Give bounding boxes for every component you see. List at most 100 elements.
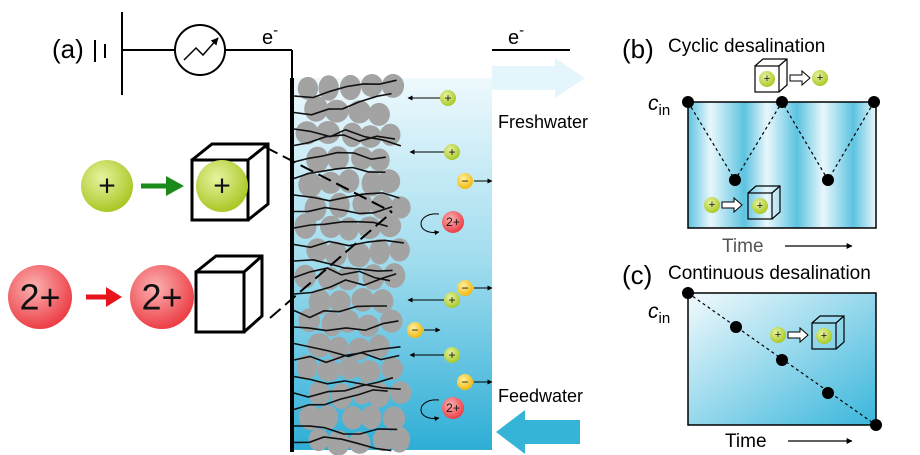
electrode-particle bbox=[308, 428, 329, 452]
electrode-particle bbox=[304, 95, 328, 122]
electrode-particle bbox=[361, 170, 383, 197]
panel-a-label: (a) bbox=[52, 34, 84, 64]
red-arrow-icon bbox=[106, 287, 122, 307]
electrode-particle bbox=[320, 215, 343, 238]
panel-b-label: (b) bbox=[622, 34, 654, 64]
pore-crack bbox=[293, 305, 387, 319]
continuous-uptake-inset: + + bbox=[770, 315, 845, 350]
svg-text:−: − bbox=[461, 281, 468, 295]
zoom-lines bbox=[264, 146, 393, 319]
electrode-particle bbox=[377, 169, 401, 194]
pore-crack bbox=[293, 351, 400, 364]
electrode-particle bbox=[316, 121, 340, 144]
svg-text:2+: 2+ bbox=[446, 401, 460, 415]
svg-text:+: + bbox=[817, 72, 823, 84]
electrode-particle bbox=[298, 405, 323, 431]
electrode-particle bbox=[378, 214, 402, 238]
electrode-particle bbox=[381, 73, 405, 98]
anion-icon bbox=[457, 280, 473, 296]
svg-text:+: + bbox=[764, 73, 770, 85]
cube-icon-filled bbox=[190, 142, 270, 222]
electrode-particle bbox=[372, 428, 394, 452]
svg-text:+: + bbox=[821, 330, 827, 342]
panel-c-cin: cin bbox=[648, 300, 670, 327]
electrode-particle bbox=[326, 430, 350, 455]
svg-text:+: + bbox=[709, 199, 715, 211]
panel-b-cin: cin bbox=[648, 92, 670, 119]
electrode-particle bbox=[338, 217, 359, 241]
electrode-particle bbox=[357, 314, 380, 337]
electrode-particle bbox=[368, 334, 390, 359]
electrode-particle bbox=[357, 216, 381, 240]
pore-crack bbox=[293, 425, 398, 435]
pore-crack bbox=[293, 134, 396, 147]
electrode-particle bbox=[351, 288, 375, 312]
freshwater-label: Freshwater bbox=[498, 112, 588, 132]
electrode-particle bbox=[380, 309, 403, 333]
ammeter-icon bbox=[174, 24, 226, 76]
pore-crack bbox=[293, 376, 394, 398]
electrode-particle bbox=[317, 405, 339, 430]
rejected-divalent-label: 2+ bbox=[141, 277, 182, 318]
electrode-particle bbox=[382, 406, 406, 431]
electrode-particle bbox=[316, 359, 341, 382]
electrode-particle bbox=[359, 125, 382, 148]
electrode-particle bbox=[306, 146, 329, 173]
electrode-particle bbox=[307, 333, 332, 358]
electrode-particle bbox=[360, 74, 383, 97]
svg-text:−: − bbox=[461, 375, 468, 389]
panel-b-time-label: Time bbox=[722, 236, 764, 257]
electrode-particle bbox=[328, 336, 349, 361]
electrode-particle bbox=[319, 171, 342, 194]
cube-icon-empty bbox=[194, 254, 264, 334]
electrode-particle bbox=[361, 405, 382, 430]
electrode-particle bbox=[351, 146, 373, 170]
electrode-particle bbox=[348, 100, 371, 124]
electrode-particle bbox=[295, 121, 319, 145]
panel-c-time-label: Time bbox=[725, 431, 767, 452]
divalent-ion-label: 2+ bbox=[19, 277, 60, 318]
monovalent-legend: + + bbox=[81, 142, 270, 222]
electrode-particle bbox=[325, 241, 347, 267]
electrode-particle bbox=[348, 337, 371, 361]
divalent-legend: 2+ 2+ bbox=[8, 254, 264, 334]
electrode-particle bbox=[348, 431, 371, 454]
monovalent-ion-label: + bbox=[98, 170, 116, 203]
electrode-pores bbox=[293, 79, 404, 452]
cyclic-points bbox=[682, 96, 880, 186]
electrode-particle bbox=[383, 263, 406, 288]
anion-icon bbox=[457, 374, 473, 390]
cation-icon bbox=[440, 90, 456, 106]
green-arrow-icon bbox=[166, 176, 184, 196]
pore-crack bbox=[293, 166, 386, 180]
divalent-cation-icon bbox=[442, 211, 464, 233]
electrode-particle bbox=[318, 75, 339, 101]
cyclic-release-inset: + + bbox=[754, 58, 828, 93]
pore-crack bbox=[293, 192, 400, 202]
electrode-particle bbox=[368, 102, 390, 126]
svg-text:−: − bbox=[461, 174, 468, 188]
feedwater-in-arrow bbox=[496, 410, 580, 454]
feedwater-label: Feedwater bbox=[498, 386, 583, 406]
freshwater-out-arrow bbox=[492, 58, 585, 98]
channel-ions: ++−+−−+−2+2+ bbox=[407, 90, 493, 422]
electrode-particles bbox=[294, 73, 412, 455]
panel-c-label: (c) bbox=[622, 260, 652, 290]
pore-crack bbox=[293, 389, 388, 411]
rejected-divalent-ion bbox=[130, 265, 194, 329]
electrode-particle bbox=[381, 357, 403, 381]
pore-crack bbox=[293, 320, 399, 332]
anion-icon bbox=[407, 322, 423, 338]
pore-crack bbox=[293, 79, 397, 99]
divalent-cation-icon bbox=[442, 397, 464, 419]
electrode-particle bbox=[347, 242, 371, 268]
pore-crack bbox=[293, 128, 402, 147]
electrode-particle bbox=[352, 192, 373, 216]
electrode-particle bbox=[357, 360, 381, 383]
electrode-particle bbox=[297, 76, 319, 100]
svg-text:2+: 2+ bbox=[446, 215, 460, 229]
cation-icon bbox=[444, 292, 460, 308]
intercalated-monovalent-ion bbox=[196, 160, 248, 212]
pore-crack bbox=[293, 375, 401, 390]
